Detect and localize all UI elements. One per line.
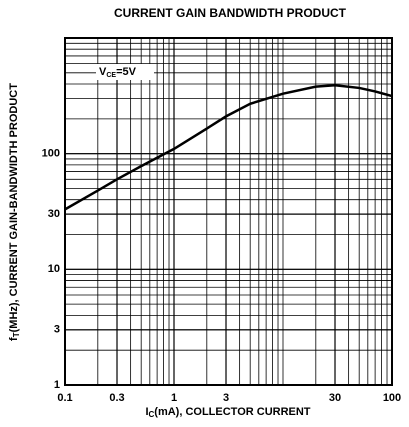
annotation-main: V <box>99 66 107 78</box>
chart-title: CURRENT GAIN BANDWIDTH PRODUCT <box>114 6 347 20</box>
x-axis-label: IC(mA), COLLECTOR CURRENT <box>145 406 310 419</box>
y-tick-label: 1 <box>54 379 60 391</box>
y-axis-label: fT(MHz), CURRENT GAIN-BANDWIDTH PRODUCT <box>8 83 21 341</box>
x-label-rest: (mA), COLLECTOR CURRENT <box>154 406 311 418</box>
x-tick-label: 3 <box>223 392 229 404</box>
y-label-rest: (MHz), CURRENT GAIN-BANDWIDTH PRODUCT <box>8 83 20 333</box>
annotation-sub: CE <box>106 72 116 79</box>
y-label-main: f <box>8 337 20 341</box>
curve <box>64 84 393 211</box>
y-tick-label: 100 <box>42 148 60 160</box>
x-label-sub: C <box>149 410 155 419</box>
x-label-main: I <box>145 406 148 418</box>
annotation-rest: =5V <box>116 66 137 78</box>
plot-frame <box>64 37 393 386</box>
x-tick-label: 0.3 <box>109 392 124 404</box>
annotation-bg <box>96 64 154 80</box>
y-tick-label: 30 <box>48 208 60 220</box>
x-tick-label: 100 <box>383 392 401 404</box>
annotation: VCE=5V <box>99 66 137 79</box>
x-tick-label: 0.1 <box>57 392 72 404</box>
y-tick-label: 10 <box>48 263 60 275</box>
x-tick-label: 1 <box>171 392 177 404</box>
y-tick-label: 3 <box>54 324 60 336</box>
y-label-sub: T <box>12 332 21 337</box>
x-tick-label: 30 <box>329 392 341 404</box>
